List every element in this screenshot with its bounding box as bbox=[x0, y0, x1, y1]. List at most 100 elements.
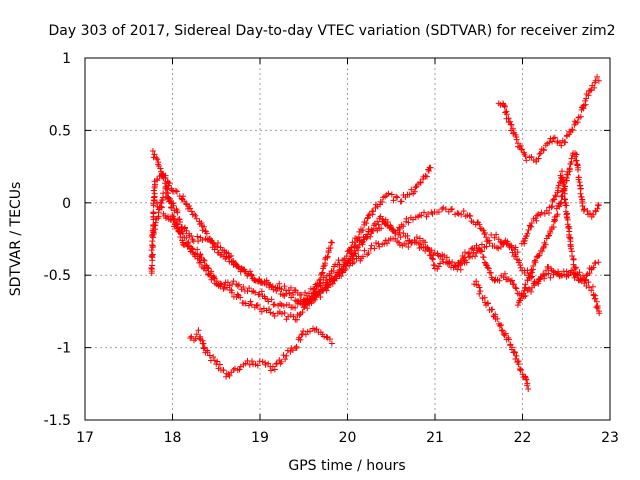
series-track-2 bbox=[149, 147, 602, 311]
data-point bbox=[361, 247, 368, 254]
data-point bbox=[508, 277, 515, 284]
data-point bbox=[246, 361, 253, 368]
data-point bbox=[495, 245, 502, 252]
data-point bbox=[258, 288, 265, 295]
data-point bbox=[157, 165, 164, 172]
x-tick-label: 23 bbox=[601, 430, 619, 446]
data-point bbox=[594, 73, 601, 80]
data-point bbox=[455, 210, 462, 217]
data-point bbox=[218, 281, 225, 288]
data-point bbox=[484, 264, 491, 271]
data-point bbox=[300, 328, 307, 335]
data-point bbox=[214, 358, 221, 365]
data-point bbox=[474, 247, 481, 254]
data-point bbox=[461, 249, 468, 256]
data-point bbox=[150, 187, 157, 194]
data-point bbox=[245, 270, 252, 277]
data-point bbox=[359, 253, 366, 260]
data-point bbox=[473, 250, 480, 257]
data-point bbox=[326, 336, 333, 343]
data-point bbox=[348, 244, 355, 251]
data-point bbox=[276, 285, 283, 292]
data-point bbox=[237, 294, 244, 301]
data-point bbox=[423, 173, 430, 180]
data-point bbox=[569, 126, 576, 133]
data-point bbox=[308, 299, 315, 306]
data-point bbox=[228, 252, 235, 259]
y-tick-label: -1 bbox=[57, 341, 71, 357]
data-point bbox=[413, 234, 420, 241]
data-point bbox=[429, 255, 436, 262]
data-point bbox=[168, 216, 175, 223]
data-point bbox=[306, 328, 313, 335]
data-point bbox=[368, 226, 375, 233]
data-point bbox=[284, 347, 291, 354]
data-point bbox=[393, 193, 400, 200]
data-point bbox=[189, 246, 196, 253]
data-point bbox=[267, 309, 274, 316]
data-point bbox=[480, 254, 487, 261]
data-point bbox=[281, 283, 288, 290]
data-point bbox=[481, 229, 488, 236]
data-point bbox=[512, 355, 519, 362]
data-point bbox=[282, 356, 289, 363]
data-point bbox=[200, 345, 207, 352]
data-point bbox=[525, 274, 532, 281]
data-point bbox=[351, 259, 358, 266]
data-point bbox=[371, 245, 378, 252]
data-point bbox=[378, 225, 385, 232]
data-point bbox=[253, 302, 260, 309]
data-point bbox=[262, 361, 269, 368]
data-point bbox=[170, 202, 177, 209]
y-axis-label: SDTVAR / TECUs bbox=[8, 182, 24, 297]
data-point bbox=[163, 183, 170, 190]
data-point bbox=[177, 218, 184, 225]
data-point bbox=[299, 309, 306, 316]
data-point bbox=[154, 156, 161, 163]
data-point bbox=[548, 204, 555, 211]
data-point bbox=[421, 209, 428, 216]
data-point bbox=[521, 287, 528, 294]
data-point bbox=[311, 296, 318, 303]
data-point bbox=[535, 252, 542, 259]
series-track-4 bbox=[187, 325, 335, 380]
data-point bbox=[412, 184, 419, 191]
data-point bbox=[183, 227, 190, 234]
data-point bbox=[403, 215, 410, 222]
data-point bbox=[236, 366, 243, 373]
data-point bbox=[192, 212, 199, 219]
data-point bbox=[200, 223, 207, 230]
data-point bbox=[458, 211, 465, 218]
data-point bbox=[525, 226, 532, 233]
data-point bbox=[183, 234, 190, 241]
data-point bbox=[517, 295, 524, 302]
data-point bbox=[196, 257, 203, 264]
y-tick-label: -0.5 bbox=[44, 268, 71, 284]
grid-lines bbox=[85, 58, 610, 420]
data-point bbox=[555, 182, 562, 189]
data-point bbox=[573, 157, 580, 164]
data-point bbox=[586, 210, 593, 217]
data-point bbox=[572, 264, 579, 271]
data-point bbox=[160, 175, 167, 182]
data-point bbox=[248, 271, 255, 278]
data-point bbox=[554, 211, 561, 218]
x-tick-label: 20 bbox=[339, 430, 357, 446]
data-point bbox=[431, 249, 438, 256]
data-point bbox=[223, 284, 230, 291]
data-point bbox=[513, 136, 520, 143]
data-point bbox=[595, 259, 602, 266]
data-point bbox=[526, 275, 533, 282]
data-point bbox=[481, 299, 488, 306]
data-point bbox=[511, 349, 518, 356]
data-point bbox=[162, 193, 169, 200]
y-tick-label: -1.5 bbox=[44, 413, 71, 429]
data-point bbox=[367, 233, 374, 240]
data-point bbox=[540, 146, 547, 153]
data-point bbox=[152, 219, 159, 226]
data-point bbox=[491, 234, 498, 241]
data-point bbox=[269, 283, 276, 290]
data-point bbox=[405, 237, 412, 244]
data-point bbox=[174, 188, 181, 195]
